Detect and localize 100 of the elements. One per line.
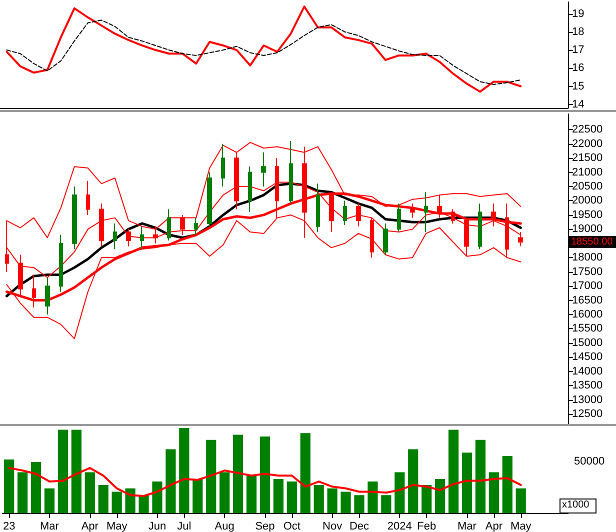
candlestick	[99, 203, 104, 247]
y-tick-label: 19	[572, 8, 584, 20]
bar	[516, 488, 526, 513]
bar	[4, 459, 14, 513]
x-tick-label: Sep	[255, 520, 275, 532]
candlestick	[491, 203, 496, 227]
bar	[273, 479, 284, 513]
y-tick-label: 12500	[572, 408, 603, 420]
candlestick	[261, 152, 266, 188]
x-tick-label: Feb	[417, 520, 436, 532]
y-tick-label: 20000	[572, 194, 603, 207]
y-tick-label: 17	[572, 44, 584, 56]
y-tick-label: 14000	[572, 365, 603, 378]
y-tick-label: 16500	[572, 294, 603, 306]
text: 18550.00	[571, 236, 614, 248]
bar	[286, 482, 297, 513]
bar	[166, 449, 176, 513]
text: 50000	[574, 456, 605, 468]
x-tick-label: Oct	[283, 520, 300, 532]
y-tick-label: 21000	[572, 166, 603, 178]
candlestick	[72, 186, 77, 250]
candlestick	[167, 208, 171, 242]
y-tick-label: 19500	[572, 208, 603, 221]
x-tick-label: Apr	[81, 520, 99, 532]
candlestick	[126, 228, 131, 247]
bar	[125, 488, 136, 513]
bar	[112, 492, 122, 513]
candlestick	[370, 217, 374, 258]
x-tick-label: Mar	[40, 520, 60, 532]
candlestick	[397, 203, 401, 233]
x-tick-label: Dec	[349, 520, 370, 532]
bar	[220, 472, 230, 513]
x-tick-label: May	[106, 520, 128, 532]
candlestick	[383, 222, 388, 256]
candlestick	[478, 203, 482, 250]
candlestick	[424, 192, 428, 233]
candlestick	[180, 214, 185, 236]
x-tick-label: 2024	[387, 520, 412, 532]
x-tick-label: Apr	[485, 520, 503, 532]
candlestick	[45, 277, 50, 316]
y-tick-label: 17000	[572, 280, 603, 292]
bar	[435, 479, 446, 513]
candlestick	[464, 217, 469, 257]
candlestick	[410, 203, 415, 218]
y-tick-label: 13000	[572, 394, 603, 406]
bar	[502, 456, 512, 513]
bar	[368, 482, 378, 513]
bar	[18, 472, 28, 513]
y-tick-label: 17500	[572, 266, 603, 278]
bar	[394, 472, 405, 513]
bar	[30, 462, 42, 513]
bar	[354, 495, 364, 513]
bar	[179, 428, 190, 513]
y-tick-label: 14	[572, 98, 584, 110]
candlestick	[207, 172, 212, 227]
bar	[84, 472, 95, 513]
y-tick-label: 18000	[572, 252, 603, 264]
x-tick-label: Mar	[458, 520, 477, 532]
y-tick-label: 15500	[572, 322, 603, 335]
bar	[71, 430, 82, 513]
bar	[44, 488, 55, 513]
bar	[58, 430, 68, 513]
x-tick-label: Jun	[148, 520, 166, 532]
bar	[300, 433, 310, 513]
line-series	[6, 20, 522, 85]
candlestick	[140, 226, 144, 250]
bar	[232, 434, 244, 513]
candlestick	[221, 143, 225, 188]
bar	[206, 440, 216, 513]
y-tick-label: 15	[572, 80, 584, 92]
bar	[152, 482, 162, 513]
y-tick-label: 21500	[572, 152, 603, 164]
candlestick	[343, 200, 347, 226]
candlestick	[86, 180, 90, 216]
candlestick	[451, 208, 455, 224]
y-tick-label: 20500	[572, 180, 603, 193]
bar	[475, 440, 486, 513]
annotation: x1000	[562, 500, 590, 510]
y-tick-label: 18	[572, 26, 584, 38]
y-tick-label: 14500	[572, 351, 603, 364]
bar	[422, 484, 432, 513]
candlestick	[59, 234, 63, 292]
y-tick-label: 16000	[572, 308, 603, 321]
bar	[260, 436, 270, 513]
y-tick-label: 22500	[572, 124, 603, 136]
candlestick	[437, 194, 442, 218]
candlestick	[289, 140, 293, 204]
y-tick-label: 15000	[572, 336, 603, 349]
candlestick	[113, 222, 117, 250]
bar	[246, 476, 257, 513]
x-tick-label: Jul	[177, 520, 192, 532]
bar	[488, 472, 499, 513]
x-tick-label: Aug	[214, 520, 234, 532]
bar	[408, 449, 418, 513]
bar	[98, 484, 108, 513]
y-tick-label: 13500	[572, 380, 603, 392]
bar	[327, 488, 338, 513]
candlestick	[248, 166, 252, 213]
line-series	[6, 6, 522, 93]
y-tick-label: 22000	[572, 138, 603, 150]
